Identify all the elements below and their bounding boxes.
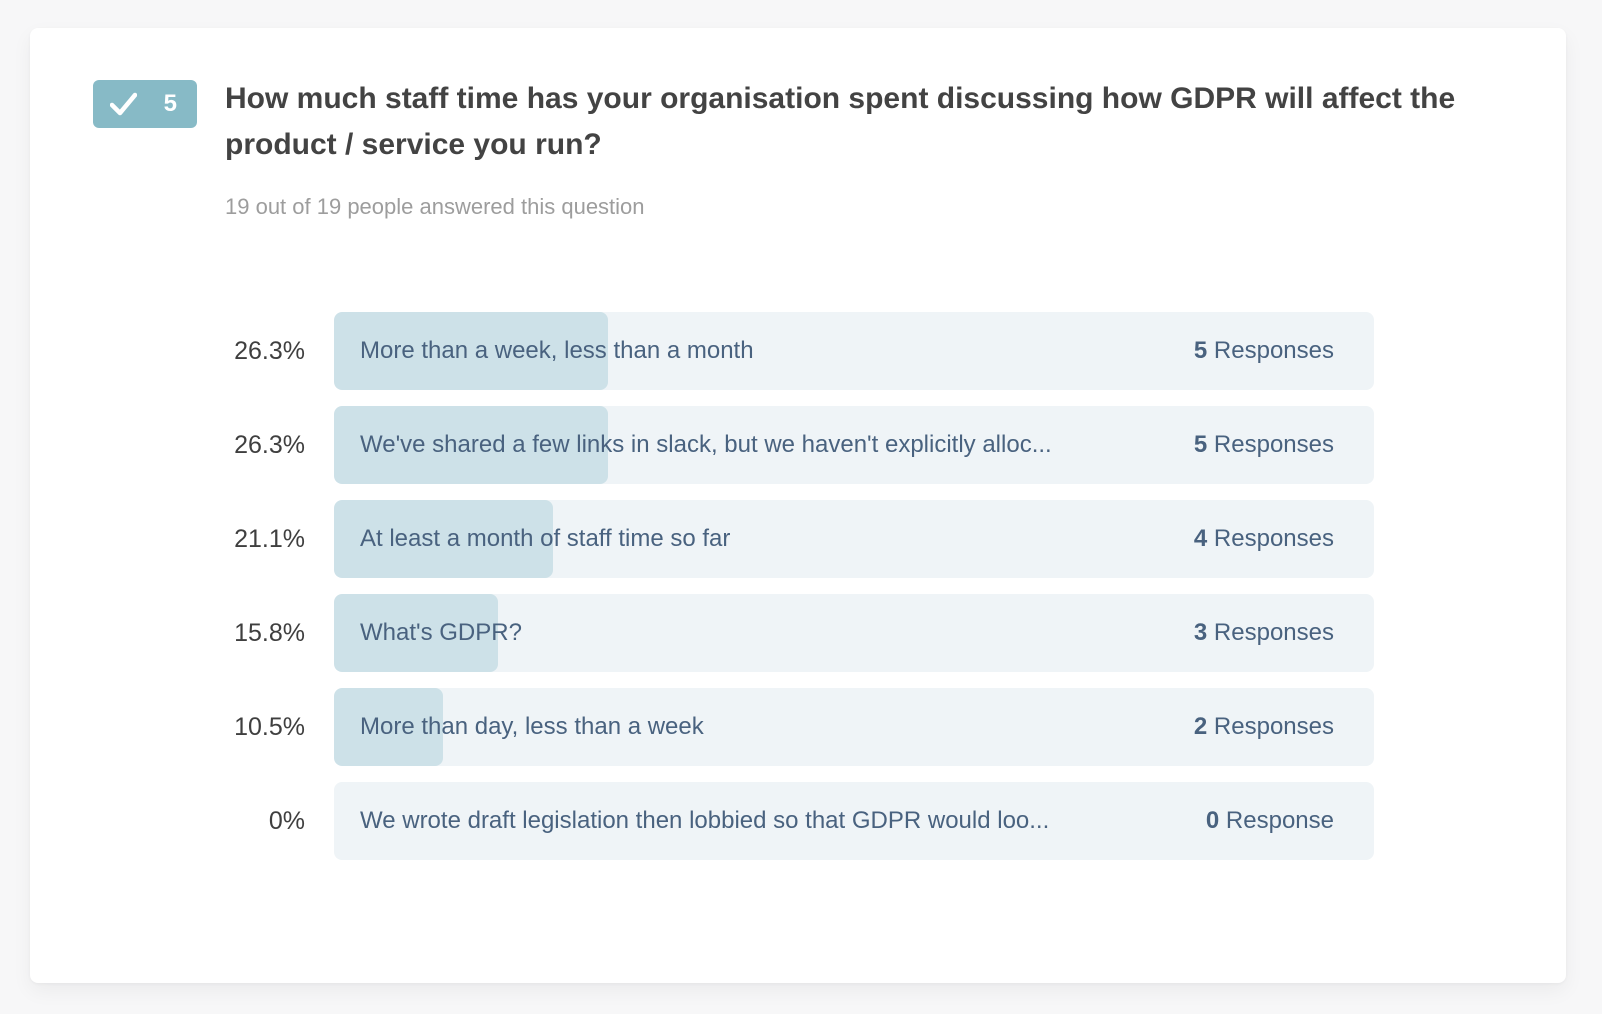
answer-row[interactable]: 0% We wrote draft legislation then lobbi… [30, 782, 1566, 860]
answer-row[interactable]: 15.8% What's GDPR? 3 Responses [30, 594, 1566, 672]
question-title-block: How much staff time has your organisatio… [225, 76, 1496, 219]
question-subtitle: 19 out of 19 people answered this questi… [225, 194, 645, 219]
responses-label: 5 Responses [1182, 431, 1374, 459]
responses-label: 4 Responses [1182, 525, 1374, 553]
bar-track: At least a month of staff time so far 4 … [334, 500, 1374, 578]
percent-label: 10.5% [234, 712, 305, 741]
answer-row[interactable]: 21.1% At least a month of staff time so … [30, 500, 1566, 578]
answer-row[interactable]: 10.5% More than day, less than a week 2 … [30, 688, 1566, 766]
percent-label: 21.1% [234, 524, 305, 553]
report-card: 5 How much staff time has your organisat… [30, 28, 1566, 983]
answer-row[interactable]: 26.3% We've shared a few links in slack,… [30, 406, 1566, 484]
bar-track: More than day, less than a week 2 Respon… [334, 688, 1374, 766]
response-count: 2 [1193, 713, 1208, 740]
responses-word: Responses [1213, 525, 1334, 552]
percent-label: 26.3% [234, 336, 305, 365]
bar-track: We've shared a few links in slack, but w… [334, 406, 1374, 484]
answer-label: More than day, less than a week [360, 713, 704, 740]
bar-track: We wrote draft legislation then lobbied … [334, 782, 1374, 860]
response-count: 0 [1205, 807, 1220, 834]
percent-label: 0% [268, 806, 305, 835]
bar-fill [334, 406, 608, 484]
bar-fill [334, 688, 444, 766]
answer-row[interactable]: 26.3% More than a week, less than a mont… [30, 312, 1566, 390]
answer-label: We wrote draft legislation then lobbied … [360, 807, 1050, 834]
answer-label: What's GDPR? [360, 619, 522, 646]
bar-track: What's GDPR? 3 Responses [334, 594, 1374, 672]
question-title: How much staff time has your organisatio… [225, 82, 1456, 161]
responses-word: Response [1225, 807, 1334, 834]
answers-chart: 26.3% More than a week, less than a mont… [30, 312, 1566, 860]
responses-label: 2 Responses [1182, 713, 1374, 741]
responses-label: 5 Responses [1182, 337, 1374, 365]
responses-word: Responses [1213, 619, 1334, 646]
response-count: 5 [1193, 337, 1208, 364]
question-number: 5 [163, 90, 177, 117]
responses-label: 3 Responses [1182, 619, 1374, 647]
answer-label: At least a month of staff time so far [360, 525, 731, 552]
answer-label: We've shared a few links in slack, but w… [360, 431, 1052, 458]
bar-fill [334, 594, 499, 672]
response-count: 5 [1193, 431, 1208, 458]
question-header: 5 How much staff time has your organisat… [30, 28, 1566, 219]
responses-word: Responses [1213, 713, 1334, 740]
bar-fill [334, 312, 608, 390]
percent-label: 26.3% [234, 430, 305, 459]
response-count: 4 [1193, 525, 1208, 552]
response-count: 3 [1193, 619, 1208, 646]
checkmark-icon [110, 92, 137, 116]
bar-fill [334, 500, 554, 578]
answer-label: More than a week, less than a month [360, 337, 754, 364]
responses-word: Responses [1213, 431, 1334, 458]
bar-track: More than a week, less than a month 5 Re… [334, 312, 1374, 390]
responses-label: 0 Response [1194, 807, 1374, 835]
question-badge: 5 [93, 80, 197, 128]
responses-word: Responses [1213, 337, 1334, 364]
percent-label: 15.8% [234, 618, 305, 647]
